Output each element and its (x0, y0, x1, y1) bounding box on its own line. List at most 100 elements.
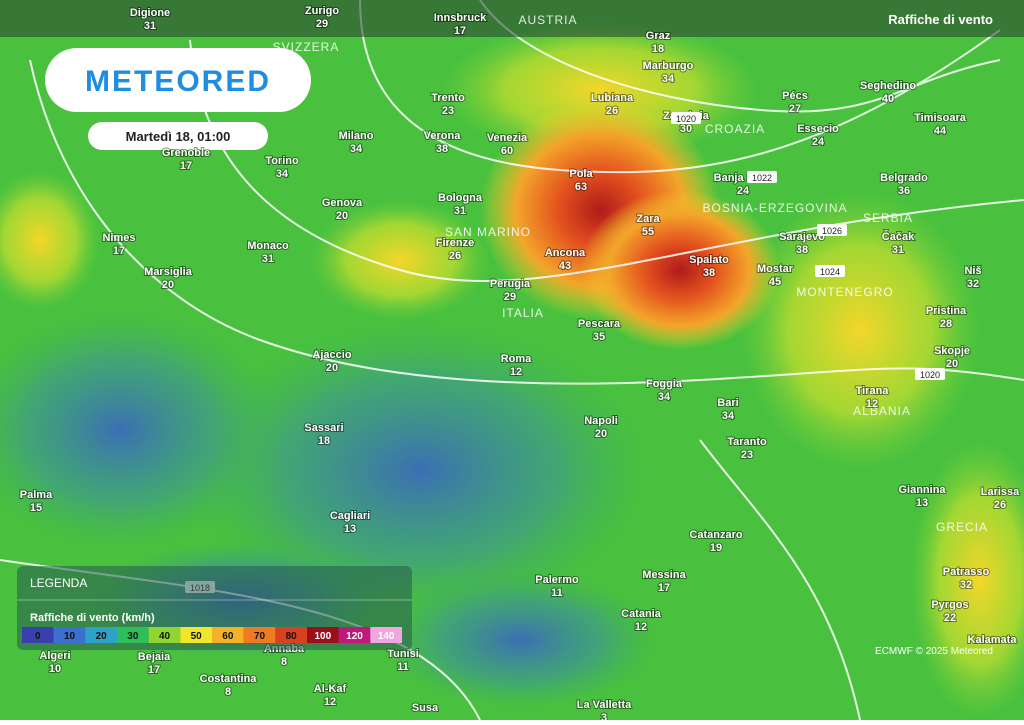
city-gust: 60 (501, 145, 513, 157)
city-name: Čačak (882, 230, 915, 243)
city-name: Bejaia (138, 651, 171, 663)
city-name: Genova (322, 197, 363, 209)
city-name: Messina (642, 569, 686, 581)
city-name: Napoli (584, 415, 618, 427)
city-gust: 34 (662, 73, 675, 85)
city-gust: 29 (504, 291, 516, 303)
city-gust: 27 (789, 103, 801, 115)
city-gust: 20 (336, 210, 348, 222)
legend-swatch (117, 627, 149, 643)
city-gust: 17 (454, 25, 466, 37)
isobar-tag (747, 171, 777, 183)
legend-swatch (275, 627, 307, 643)
credit: ECMWF © 2025 Meteored (875, 646, 993, 657)
city-gust: 34 (658, 391, 671, 403)
layer-title: Raffiche di vento (888, 12, 993, 27)
city-name: Skopje (934, 345, 970, 357)
country-label: MONTENEGRO (796, 285, 893, 299)
city-gust: 38 (703, 267, 715, 279)
city-gust: 12 (635, 621, 647, 633)
city-name: Pristina (926, 305, 967, 317)
legend-swatch (53, 627, 86, 643)
city-gust: 8 (225, 686, 231, 698)
city-name: Innsbruck (434, 12, 487, 24)
city-name: Pescara (578, 318, 621, 330)
legend-swatch (180, 627, 212, 643)
city-gust: 36 (898, 185, 910, 197)
city-gust: 32 (967, 278, 979, 290)
city-name: Firenze (436, 237, 475, 249)
city-name: Milano (339, 130, 374, 142)
city-gust: 3 (601, 712, 607, 720)
city-name: Larissa (981, 486, 1020, 498)
legend-tick: 40 (159, 631, 171, 642)
city-name: Trento (431, 92, 465, 104)
legend-swatch (370, 627, 402, 643)
city-gust: 20 (162, 279, 174, 291)
city-gust: 28 (940, 318, 952, 330)
city-name: Ancona (545, 247, 586, 259)
city-name: Foggia (646, 378, 683, 390)
labels: AUSTRIA SVIZZERA CROAZIA BOSNIA-ERZEGOVINA S… (19, 4, 1021, 725)
legend-swatch (307, 627, 339, 643)
city-gust: 19 (710, 542, 722, 554)
city-name: Al-Kaf (314, 683, 347, 695)
city-name: Tunisi (387, 648, 419, 660)
isobar-label: 1026 (822, 226, 842, 236)
legend-title: LEGENDA (30, 576, 87, 590)
city-gust: 40 (882, 93, 894, 105)
city-gust: 13 (916, 497, 928, 509)
legend-subtitle: Raffiche di vento (km/h) (30, 612, 155, 624)
city-gust: 11 (551, 587, 563, 599)
logo-pill (45, 48, 311, 112)
city-name: Belgrado (880, 172, 928, 184)
city-gust: 38 (796, 244, 808, 256)
city-name: Venezia (487, 132, 528, 144)
city-gust: 8 (281, 656, 287, 668)
city-gust: 26 (606, 105, 618, 117)
city-name: Kalamata (968, 634, 1018, 646)
city-name: Niš (964, 265, 981, 277)
city-gust: 23 (442, 105, 454, 117)
country-label: ALBANIA (853, 404, 911, 418)
isobar-tag (671, 112, 701, 124)
city-name: La Valletta (577, 699, 632, 711)
city-gust: 23 (741, 449, 753, 461)
country-label: GRECIA (936, 520, 988, 534)
city-gust: 30 (680, 123, 692, 135)
isobar-tag (815, 265, 845, 277)
city-name: Sarajevo (779, 231, 825, 243)
city-gust: 17 (658, 582, 670, 594)
isobar-tag (817, 224, 847, 236)
date: Martedì 18, 01:00 (126, 129, 231, 144)
city-gust: 31 (454, 205, 466, 217)
city-gust: 12 (324, 696, 336, 708)
city-name: Palma (20, 489, 53, 501)
city-name: Bologna (438, 192, 483, 204)
city-gust: 22 (944, 612, 956, 624)
city-gust: 31 (892, 244, 904, 256)
legend-swatch (148, 627, 181, 643)
city-gust: 12 (866, 398, 878, 410)
city-gust: 26 (449, 250, 461, 262)
city-gust: 34 (350, 143, 363, 155)
city-name: Patrasso (943, 566, 990, 578)
city-gust: 18 (652, 43, 664, 55)
country-label: SVIZZERA (273, 40, 340, 54)
city-gust: 44 (934, 125, 947, 137)
isobar-label: 1022 (752, 173, 772, 183)
country-label: ITALIA (502, 306, 544, 320)
city-name: Sassari (304, 422, 343, 434)
city-gust: 12 (510, 366, 522, 378)
city-name: Taranto (727, 436, 767, 448)
city-gust: 20 (326, 362, 338, 374)
isobar-label: 1020 (920, 370, 940, 380)
legend-tick: 70 (254, 631, 266, 642)
city-name: Essecio (797, 123, 839, 135)
city-name: Zurigo (305, 5, 339, 17)
legend-tick: 20 (96, 631, 108, 642)
city-name: Nimes (102, 232, 135, 244)
city-gust: 43 (559, 260, 571, 272)
country-label: SERBIA (863, 211, 913, 225)
